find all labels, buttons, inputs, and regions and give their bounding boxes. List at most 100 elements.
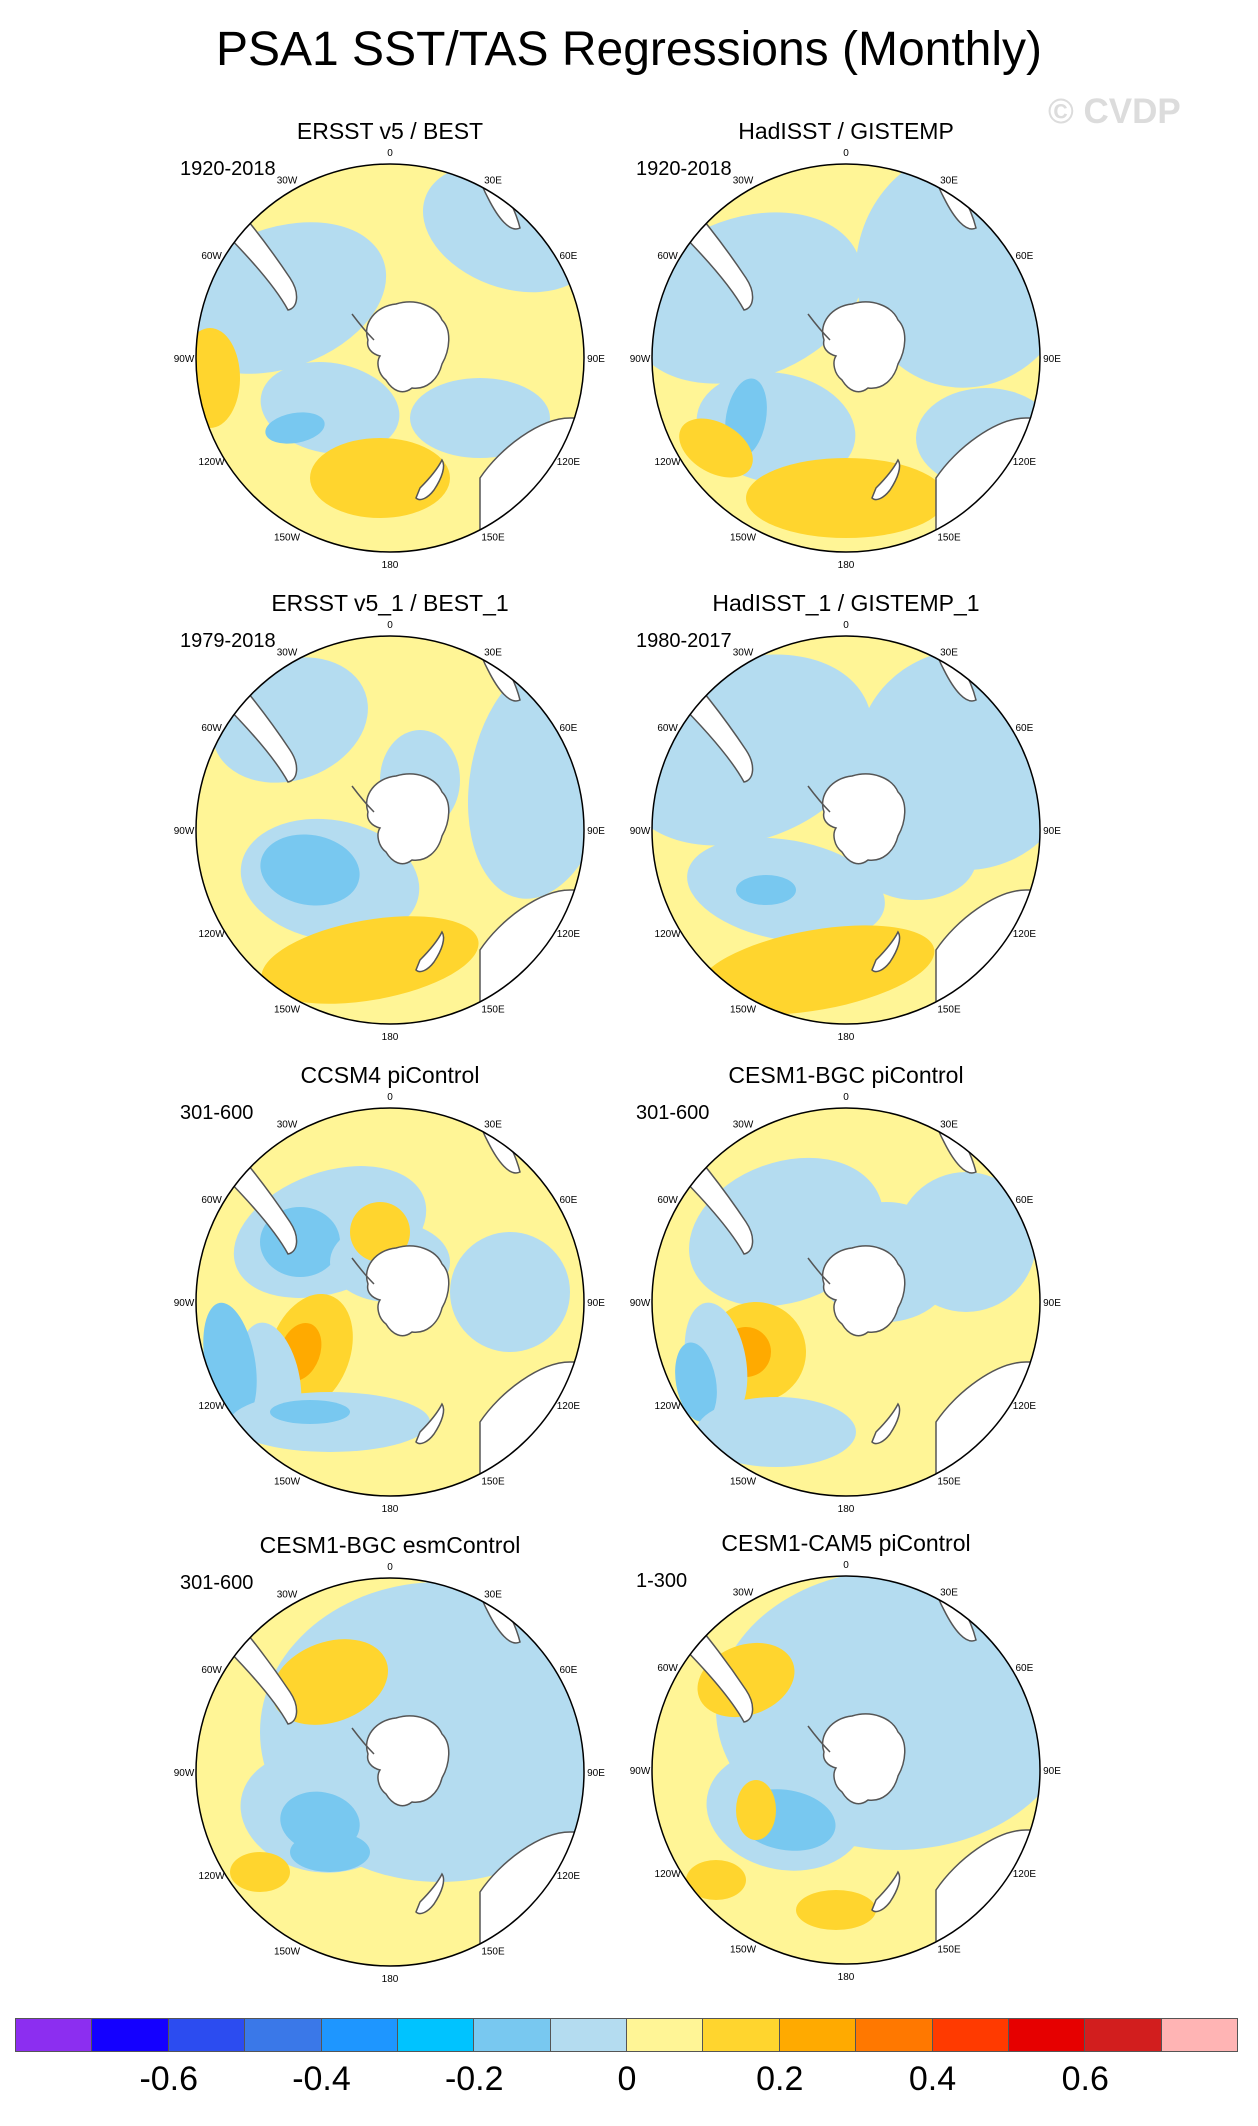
map-panel: CESM1-BGC piControl 301-600 0 30E 60E 90E 120E… (630, 1062, 1062, 1522)
longitude-label: 120E (1013, 1401, 1037, 1412)
panel-period: 1920-2018 (636, 158, 732, 180)
longitude-label: 180 (838, 1032, 855, 1043)
map-boundary (195, 635, 585, 1025)
polar-stereographic-map: 0 30E 60E 90E 120E 150E 180 150W 120W 90W 60W 30W (174, 1092, 606, 1515)
anomaly-region (686, 1860, 746, 1900)
new-zealand-landmass (871, 458, 901, 501)
longitude-label: 60W (657, 251, 678, 262)
map-boundary (651, 635, 1041, 1025)
colorbar-swatch (855, 2018, 933, 2052)
longitude-label: 90W (630, 826, 651, 837)
longitude-label: 120W (655, 457, 682, 468)
longitude-label: 120E (557, 457, 581, 468)
longitude-label: 30W (733, 1120, 754, 1131)
longitude-label: 30W (277, 1590, 298, 1601)
longitude-label: 150W (730, 1476, 757, 1487)
colorbar-swatch (473, 2018, 551, 2052)
antarctica-landmass (821, 301, 906, 393)
longitude-label: 60W (201, 1665, 222, 1676)
anomaly-region (265, 412, 325, 444)
longitude-label: 90E (587, 1298, 605, 1309)
longitude-label: 90W (630, 354, 651, 365)
longitude-label: 30W (733, 1588, 754, 1599)
longitude-label: 60E (1016, 1663, 1034, 1674)
antarctica-landmass (821, 773, 906, 865)
antarctic-peninsula (351, 785, 375, 813)
longitude-label: 30E (940, 1120, 958, 1131)
polar-stereographic-map: 0 30E 60E 90E 120E 150E 180 150W 120W 90W 60W 30W (630, 1092, 1062, 1515)
anomaly-region (896, 1172, 1036, 1312)
panel-period: 301-600 (180, 1102, 254, 1124)
longitude-label: 90E (587, 1768, 605, 1779)
longitude-label: 0 (387, 620, 393, 631)
longitude-label: 150E (481, 1004, 505, 1015)
map-boundary (651, 1575, 1041, 1965)
longitude-label: 90E (1043, 354, 1061, 365)
antarctic-peninsula (351, 1727, 375, 1755)
longitude-label: 30E (940, 1588, 958, 1599)
map-boundary (195, 1577, 585, 1967)
longitude-label: 120E (1013, 1869, 1037, 1880)
anomaly-region (310, 438, 450, 518)
longitude-label: 180 (838, 1504, 855, 1515)
antarctic-peninsula (351, 313, 375, 341)
longitude-label: 30W (277, 648, 298, 659)
longitude-label: 120E (1013, 929, 1037, 940)
longitude-label: 120E (557, 929, 581, 940)
longitude-label: 180 (382, 1504, 399, 1515)
map-boundary (651, 1107, 1041, 1497)
longitude-label: 150E (937, 532, 961, 543)
panel-title: CESM1-BGC esmControl (259, 1532, 521, 1558)
panel-period: 301-600 (636, 1102, 710, 1124)
map-panel: CESM1-BGC esmControl 301-600 0 30E 60E 90E 120… (174, 1532, 606, 1992)
longitude-label: 30E (484, 1590, 502, 1601)
antarctic-peninsula (351, 1257, 375, 1285)
colorbar-swatch (931, 2018, 1009, 2052)
panel-period: 301-600 (180, 1572, 254, 1594)
longitude-label: 150W (274, 1476, 301, 1487)
longitude-label: 60E (560, 1665, 578, 1676)
longitude-label: 90W (174, 826, 195, 837)
antarctic-peninsula (807, 1725, 831, 1753)
anomaly-region (270, 1400, 350, 1424)
longitude-label: 120W (655, 1869, 682, 1880)
longitude-label: 120E (557, 1871, 581, 1882)
longitude-label: 60E (560, 251, 578, 262)
longitude-label: 30W (733, 176, 754, 187)
colorbar-labels: -0.6 -0.4 -0.2 0 0.2 0.4 0.6 (0, 2060, 1258, 2100)
colorbar-tick-label: -0.2 (444, 2060, 504, 2098)
longitude-label: 150E (481, 1946, 505, 1957)
longitude-label: 90W (174, 354, 195, 365)
anomaly-region (736, 1780, 776, 1840)
longitude-label: 180 (838, 1972, 855, 1983)
antarctica-landmass (365, 301, 450, 393)
longitude-label: 120E (557, 1401, 581, 1412)
map-panel: HadISST / GISTEMP 1920-2018 0 30E 60E 90E 120E… (630, 118, 1062, 578)
longitude-label: 30E (940, 648, 958, 659)
colorbar-tick-label: 0.2 (756, 2060, 804, 2098)
longitude-label: 60W (657, 723, 678, 734)
new-zealand-landmass (415, 1402, 445, 1445)
colorbar-swatch (702, 2018, 780, 2052)
longitude-label: 150W (730, 1004, 757, 1015)
longitude-label: 90E (587, 354, 605, 365)
colorbar-swatch (91, 2018, 169, 2052)
longitude-label: 60E (1016, 723, 1034, 734)
panel-title: ERSST v5_1 / BEST_1 (271, 590, 509, 616)
colorbar (15, 2018, 1238, 2052)
anomaly-region (410, 378, 550, 458)
longitude-label: 30W (277, 176, 298, 187)
colorbar-tick-label: 0.6 (1061, 2060, 1109, 2098)
antarctica-landmass (365, 1245, 450, 1337)
antarctica-landmass (365, 1715, 450, 1807)
copyright-watermark: © CVDP (1048, 92, 1181, 131)
longitude-label: 0 (387, 148, 393, 159)
figure-title: PSA1 SST/TAS Regressions (Monthly) (215, 23, 1043, 76)
antarctica-landmass (365, 773, 450, 865)
colorbar-swatch (396, 2018, 475, 2052)
anomaly-region (290, 1832, 370, 1872)
longitude-label: 0 (843, 620, 849, 631)
panel-period: 1979-2018 (180, 630, 276, 652)
map-boundary (195, 1107, 585, 1497)
longitude-label: 120W (655, 1401, 682, 1412)
